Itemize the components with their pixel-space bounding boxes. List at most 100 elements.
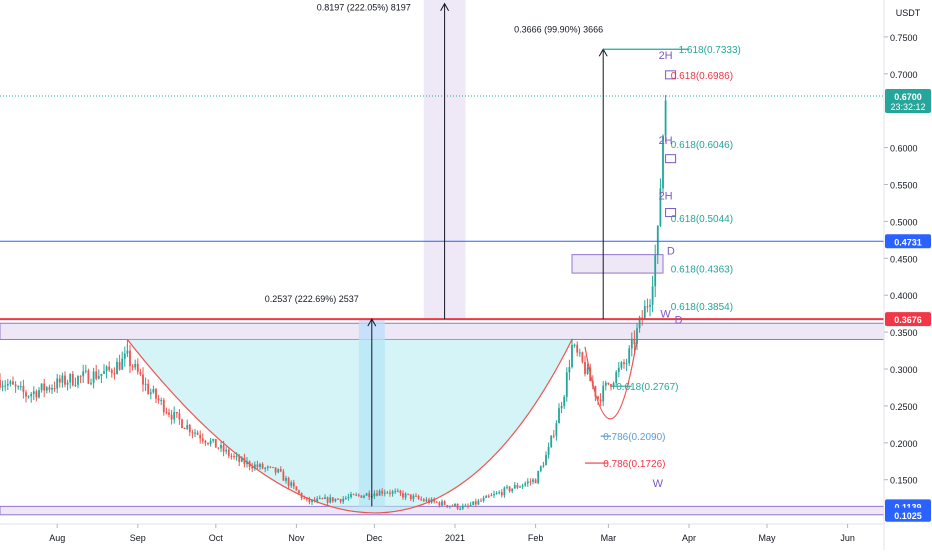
candle-body bbox=[66, 382, 69, 385]
candle-body bbox=[550, 435, 553, 448]
candle-2020-08-14 bbox=[90, 378, 92, 386]
candle-body bbox=[274, 467, 277, 473]
candle-body bbox=[214, 438, 217, 448]
candle-2020-08-25 bbox=[118, 354, 121, 371]
candle-body bbox=[100, 373, 103, 377]
y-tick-label: 0.4500 bbox=[890, 254, 918, 264]
candle-2020-08-18 bbox=[100, 373, 103, 384]
candle-body bbox=[290, 482, 293, 486]
candle-body bbox=[584, 362, 586, 374]
candle-body bbox=[482, 497, 485, 501]
candle-body bbox=[25, 392, 27, 397]
time-axis[interactable]: Aug Sep Oct Nov Dec 2021 Feb Mar Apr May Jun bbox=[49, 524, 855, 543]
candle-body bbox=[17, 386, 20, 388]
candle-body bbox=[620, 362, 623, 368]
candle-body bbox=[4, 385, 7, 387]
candle-body bbox=[217, 447, 220, 449]
candle-2021-02-14 bbox=[568, 359, 571, 381]
x-tick-label: Aug bbox=[49, 533, 65, 543]
candle-body bbox=[113, 373, 116, 375]
candle-2020-07-18 bbox=[19, 381, 22, 391]
candle-body bbox=[194, 432, 196, 434]
y-tick-label: 0.3000 bbox=[890, 365, 918, 375]
fib-label: 0.786(0.1726) bbox=[603, 459, 665, 470]
candle-body bbox=[147, 383, 150, 394]
measure-label: 0.3666 (99.90%) 3666 bbox=[514, 25, 603, 35]
candle-body bbox=[12, 381, 14, 385]
candle-2020-10-29 bbox=[287, 476, 290, 489]
candle-2021-02-16 bbox=[573, 343, 576, 348]
candle-2021-01-02 bbox=[456, 503, 459, 510]
candle-body bbox=[134, 363, 137, 368]
candle-2021-01-21 bbox=[506, 484, 508, 490]
candle-2021-02-15 bbox=[571, 338, 573, 369]
candle-2020-11-02 bbox=[298, 489, 300, 496]
candle-body bbox=[261, 463, 264, 469]
candle-body bbox=[175, 411, 178, 414]
candle-2020-07-29 bbox=[48, 384, 51, 393]
candle-2020-09-15 bbox=[173, 406, 176, 424]
candle-body bbox=[376, 493, 378, 496]
candle-body bbox=[493, 493, 495, 496]
candle-body bbox=[511, 488, 514, 492]
candle-body bbox=[204, 440, 207, 443]
handle-arc bbox=[584, 339, 638, 420]
candle-2020-12-04 bbox=[381, 488, 384, 497]
candle-2021-01-18 bbox=[498, 490, 501, 495]
candle-2020-12-20 bbox=[422, 497, 425, 502]
price-axis[interactable]: 0.7500 0.7000 0.6000 0.5500 0.5000 0.4500 0.40… bbox=[884, 33, 931, 522]
candle-2021-03-10 bbox=[630, 332, 633, 357]
candle-body bbox=[35, 391, 38, 398]
candle-2021-03-19 bbox=[654, 244, 657, 298]
candle-2020-12-29 bbox=[446, 504, 449, 509]
candle-body bbox=[451, 505, 454, 507]
candle-2020-10-19 bbox=[261, 462, 264, 470]
candle-2020-09-05 bbox=[147, 379, 150, 395]
x-tick-label: 2021 bbox=[445, 533, 465, 543]
candle-body bbox=[183, 427, 186, 429]
candle-2020-10-30 bbox=[290, 480, 293, 489]
candle-body bbox=[607, 382, 610, 385]
candle-body bbox=[246, 461, 248, 465]
candle-2021-02-25 bbox=[597, 395, 599, 405]
candle-2020-12-17 bbox=[415, 493, 417, 497]
x-tick-label: Apr bbox=[682, 533, 696, 543]
candle-2020-10-21 bbox=[266, 465, 269, 471]
candle-2020-09-22 bbox=[191, 429, 194, 439]
candle-2020-09-11 bbox=[162, 398, 165, 416]
candle-body bbox=[71, 374, 74, 386]
candle-2020-09-10 bbox=[160, 397, 163, 406]
candle-body bbox=[532, 479, 534, 482]
candle-2020-07-22 bbox=[30, 391, 33, 403]
candle-body bbox=[152, 389, 155, 393]
candle-2020-11-05 bbox=[305, 498, 308, 502]
candle-2020-09-13 bbox=[168, 408, 170, 418]
candle-2020-09-02 bbox=[139, 368, 142, 376]
candle-body bbox=[368, 493, 371, 498]
candle-body bbox=[524, 483, 527, 486]
candle-body bbox=[279, 469, 282, 472]
candle-body bbox=[69, 374, 72, 383]
candle-2020-09-18 bbox=[181, 418, 183, 429]
candle-2021-01-11 bbox=[480, 498, 482, 502]
candle-2020-10-05 bbox=[225, 446, 228, 455]
candle-2021-03-21 bbox=[659, 178, 662, 228]
candle-body bbox=[84, 370, 87, 372]
candle-body bbox=[539, 466, 542, 472]
candle-2020-09-28 bbox=[207, 442, 209, 446]
candle-2020-08-08 bbox=[74, 377, 77, 387]
candle-body bbox=[461, 505, 464, 509]
candle-2020-08-15 bbox=[92, 367, 95, 389]
candle-2020-12-06 bbox=[386, 490, 389, 494]
candle-body bbox=[573, 344, 576, 346]
y-tick-label: 0.5000 bbox=[890, 217, 918, 227]
candle-2020-11-22 bbox=[350, 491, 352, 499]
candle-body bbox=[110, 369, 113, 374]
candle-body bbox=[313, 499, 316, 502]
candle-body bbox=[157, 398, 160, 401]
bottom-zone bbox=[0, 505, 885, 516]
candle-2021-01-26 bbox=[519, 485, 521, 488]
candle-2020-09-19 bbox=[183, 427, 186, 429]
